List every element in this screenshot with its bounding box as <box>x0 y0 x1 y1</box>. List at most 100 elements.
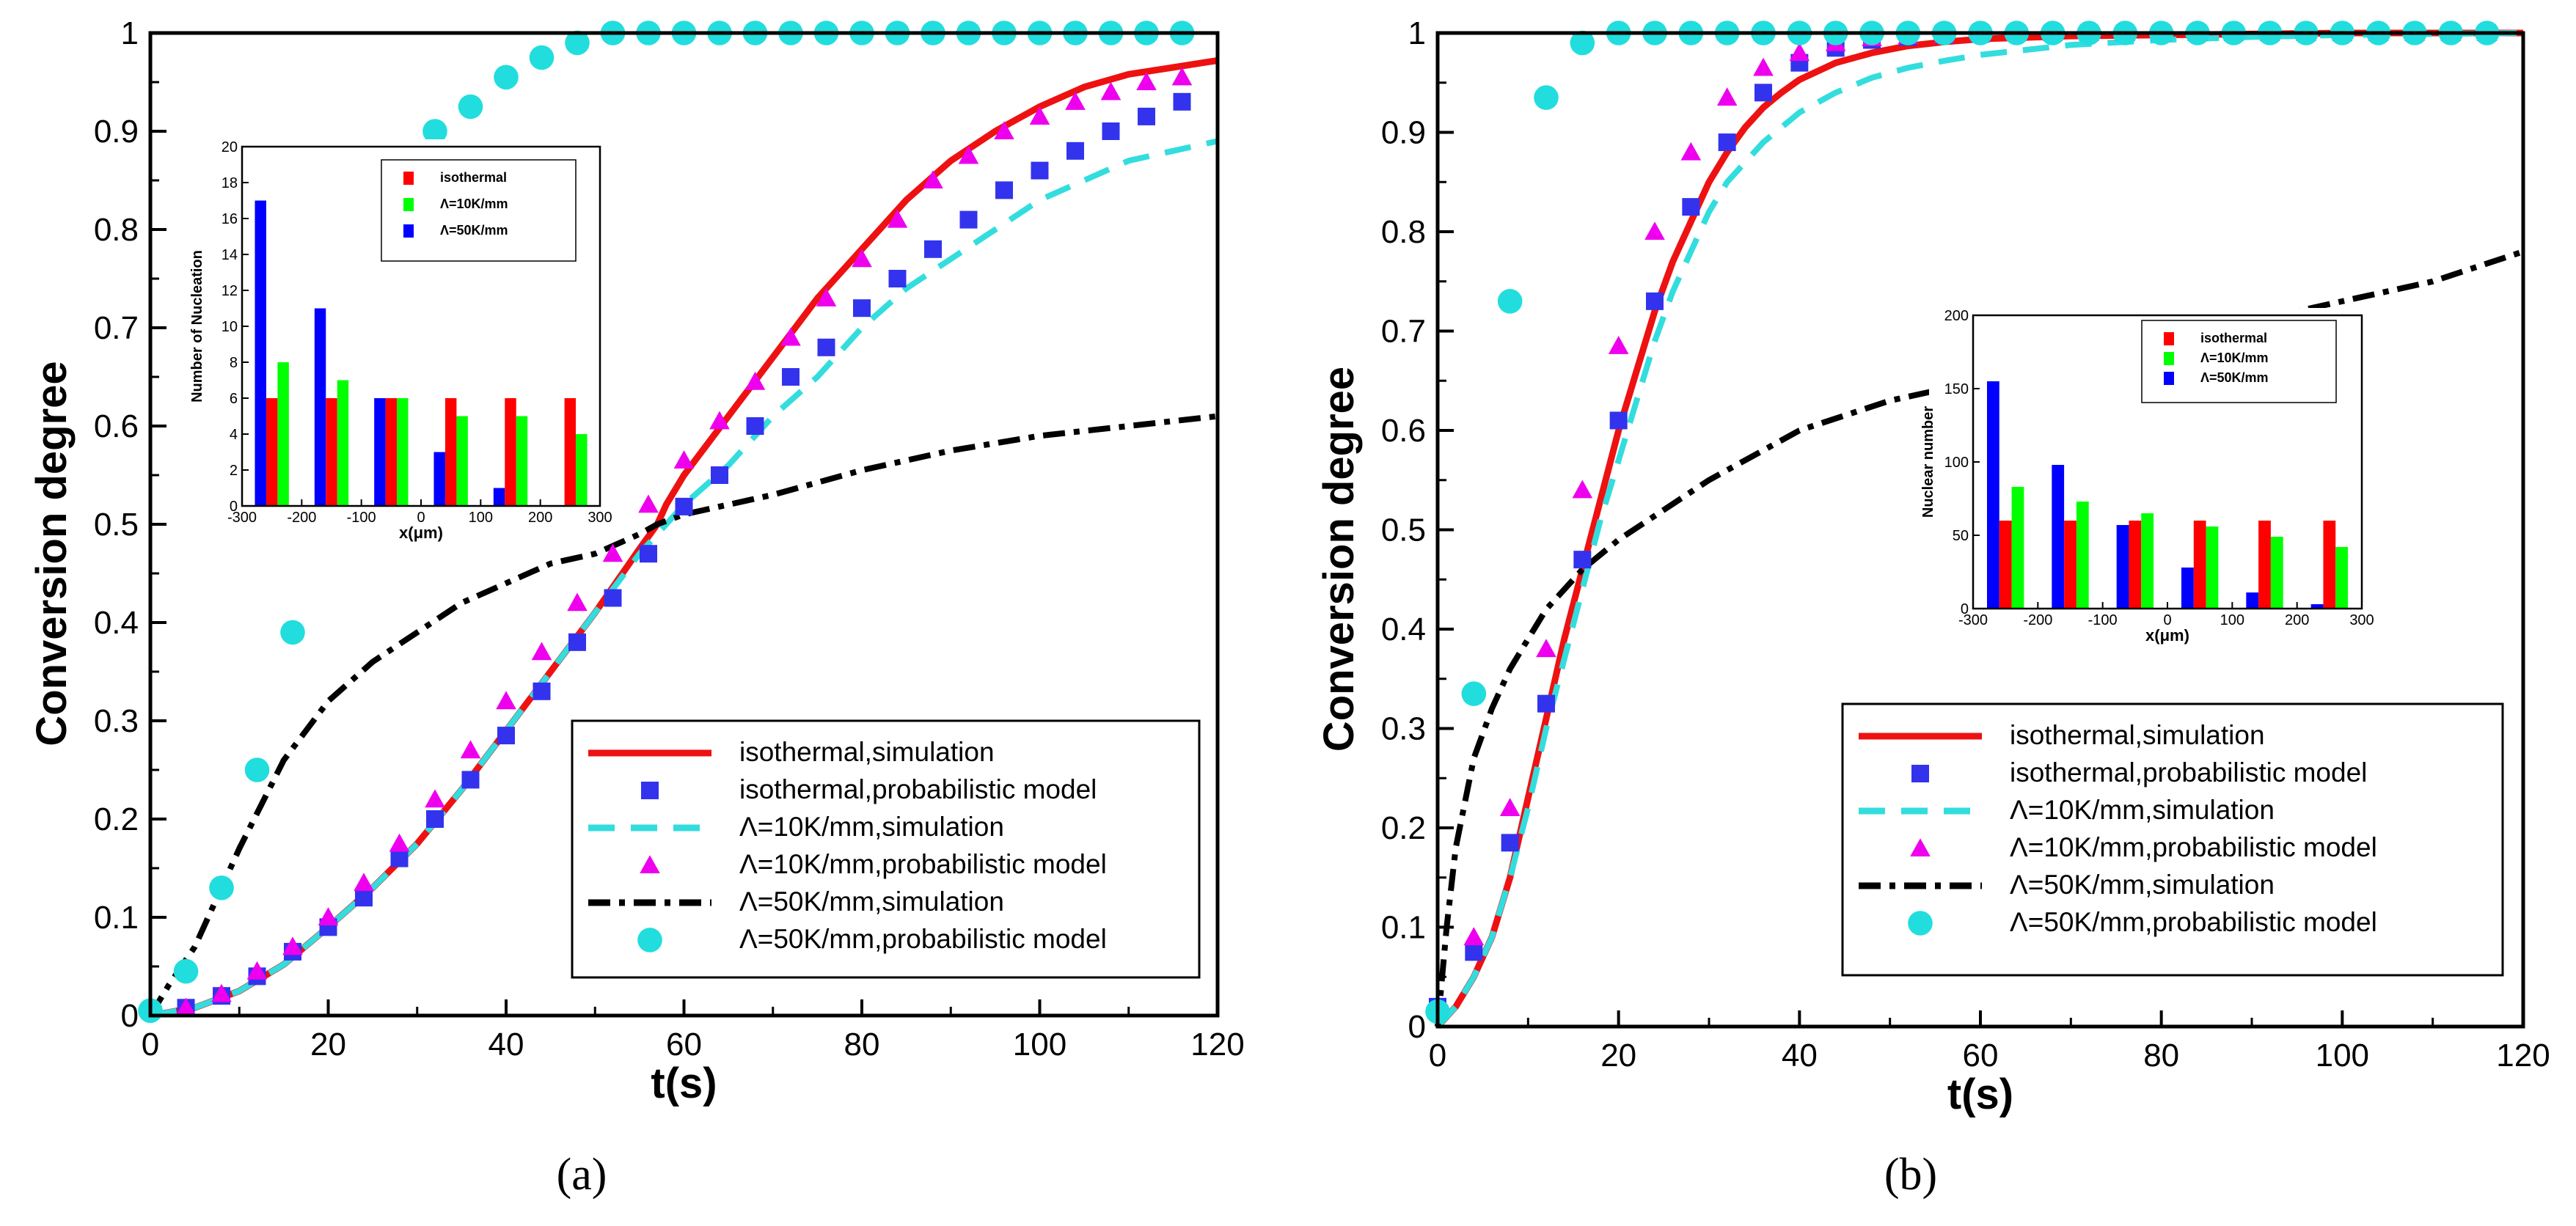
inset-x-tick-label-b-2: -100 <box>2088 612 2118 628</box>
inset-x-axis-title-a: x(μm) <box>399 524 443 542</box>
data-point-a-1-11 <box>568 633 586 651</box>
caption-b: (b) <box>1884 1150 1937 1200</box>
data-point-b-1-1 <box>1465 943 1483 961</box>
data-point-a-3-9 <box>496 691 516 710</box>
legend-box-b <box>1841 702 2504 977</box>
inset-y-tick-label-a-3: 6 <box>230 391 238 407</box>
inset-y-tick-label-b-2: 100 <box>1944 455 1969 471</box>
data-point-b-5-2 <box>1497 289 1523 314</box>
inset-legend-box-b <box>2141 320 2337 403</box>
inset-legend-swatch-a-2 <box>403 224 414 238</box>
inset-bar-a-2-0 <box>255 200 266 506</box>
inset-y-axis-title-a: Number of Nucleation <box>189 250 205 403</box>
inset-bar-b-1-4 <box>2270 537 2283 609</box>
legend-label-b-2: Λ=10K/mm,simulation <box>2010 795 2275 825</box>
x-tick-label-a-6: 120 <box>1190 1027 1244 1062</box>
legend-swatch-b-1 <box>1911 765 1929 782</box>
data-point-a-1-28 <box>1173 92 1191 111</box>
x-tick-label-b-2: 40 <box>1782 1038 1818 1073</box>
legend-swatch-a-5 <box>637 928 662 952</box>
data-point-b-1-6 <box>1646 292 1664 310</box>
chart-a: 0 20 40 60 80 100 12000.10.20.30.40.50.60.70.8… <box>28 15 1245 1107</box>
data-point-a-1-18 <box>817 338 835 356</box>
inset-bar-b-0-3 <box>2193 521 2206 609</box>
inset-bar-b-1-3 <box>2206 526 2219 609</box>
inset-x-tick-label-b-4: 100 <box>2220 612 2244 628</box>
inset-legend-swatch-b-1 <box>2164 352 2174 365</box>
legend-box-a <box>571 719 1201 979</box>
data-point-a-3-25 <box>1065 92 1086 110</box>
legend-swatch-b-5 <box>1908 911 1933 936</box>
data-point-a-1-21 <box>924 240 942 258</box>
y-tick-label-a-6: 0.6 <box>94 408 139 444</box>
inset-bar-b-1-5 <box>2335 547 2349 609</box>
inset-bar-a-0-3 <box>444 398 457 506</box>
data-point-a-1-10 <box>533 682 551 700</box>
y-tick-label-b-8: 0.8 <box>1381 214 1426 250</box>
data-point-a-3-10 <box>531 642 552 661</box>
inset-a: -300 -200 -100 0 100 200 300 0 2 4 6 8 10 12 14 16 18 20 x… <box>187 139 612 542</box>
inset-x-tick-label-a-2: -100 <box>347 510 376 526</box>
legend-swatch-a-3 <box>640 855 660 874</box>
inset-y-tick-label-a-1: 2 <box>230 463 238 479</box>
data-point-b-1-2 <box>1501 834 1519 852</box>
inset-x-tick-label-a-6: 300 <box>588 510 612 526</box>
chart-a-data <box>138 21 1218 1024</box>
data-point-a-3-12 <box>602 543 623 562</box>
x-tick-label-a-1: 20 <box>310 1027 346 1062</box>
inset-y-tick-label-b-1: 50 <box>1953 528 1969 544</box>
data-point-a-3-20 <box>887 209 908 228</box>
inset-bar-b-0-4 <box>2258 521 2271 609</box>
inset-x-tick-label-a-5: 200 <box>528 510 552 526</box>
data-point-a-3-26 <box>1100 81 1121 100</box>
inset-legend-label-b-0: isothermal <box>2200 331 2267 345</box>
data-point-a-3-14 <box>673 450 695 469</box>
inset-bar-a-2-4 <box>493 488 505 506</box>
data-point-a-1-20 <box>888 270 907 287</box>
inset-bar-a-0-0 <box>266 398 278 506</box>
legend-label-b-5: Λ=50K/mm,probabilistic model <box>2010 907 2377 937</box>
data-point-a-3-7 <box>425 789 445 808</box>
x-axis-title-a: t(s) <box>651 1060 717 1107</box>
inset-x-tick-label-a-0: -300 <box>227 510 257 526</box>
data-point-b-5-1 <box>1461 681 1487 706</box>
inset-x-tick-label-a-1: -200 <box>287 510 316 526</box>
inset-bar-b-2-5 <box>2310 604 2324 609</box>
x-tick-label-a-0: 0 <box>142 1027 159 1062</box>
x-tick-label-a-2: 40 <box>489 1027 524 1062</box>
inset-legend-label-b-1: Λ=10K/mm <box>2200 350 2269 365</box>
legend-label-b-0: isothermal,simulation <box>2010 720 2265 750</box>
y-tick-label-b-0: 0 <box>1408 1009 1426 1045</box>
legend-label-a-0: isothermal,simulation <box>739 737 995 767</box>
data-point-a-3-13 <box>638 494 659 513</box>
inset-x-tick-label-b-3: 0 <box>2163 612 2171 628</box>
inset-legend-label-b-2: Λ=50K/mm <box>2200 370 2269 385</box>
caption-a: (a) <box>557 1150 607 1200</box>
legend-b: isothermal,simulation isothermal,probabil… <box>1841 702 2504 977</box>
data-point-a-5-12 <box>565 30 590 56</box>
y-tick-label-a-10: 1 <box>121 15 139 51</box>
inset-b: -300 -200 -100 0 100 200 300 0 50 100 150 200 x(μm) N… <box>1920 308 2376 645</box>
data-point-a-3-0 <box>175 997 197 1016</box>
inset-bar-a-1-2 <box>397 398 409 506</box>
data-point-a-3-27 <box>1136 72 1157 91</box>
inset-bar-a-0-5 <box>564 398 577 506</box>
legend-label-b-1: isothermal,probabilistic model <box>2010 757 2367 788</box>
data-point-b-1-5 <box>1609 411 1628 430</box>
inset-y-tick-label-a-10: 20 <box>222 139 238 155</box>
inset-bar-b-0-1 <box>2064 521 2076 609</box>
inset-y-tick-label-a-9: 18 <box>222 175 238 191</box>
legend-label-a-2: Λ=10K/mm,simulation <box>739 812 1004 842</box>
data-point-b-3-9 <box>1753 57 1774 76</box>
series-line-a-2 <box>150 138 1218 1018</box>
data-point-b-3-7 <box>1680 142 1702 161</box>
data-point-a-1-9 <box>497 727 515 745</box>
data-point-b-3-3 <box>1536 639 1556 658</box>
inset-bar-a-2-3 <box>433 452 445 506</box>
series-markers-a-3 <box>175 67 1193 1016</box>
y-tick-label-a-7: 0.7 <box>94 310 139 346</box>
data-point-a-3-22 <box>958 145 979 164</box>
data-point-a-1-23 <box>995 181 1013 199</box>
data-point-a-1-8 <box>461 771 480 789</box>
